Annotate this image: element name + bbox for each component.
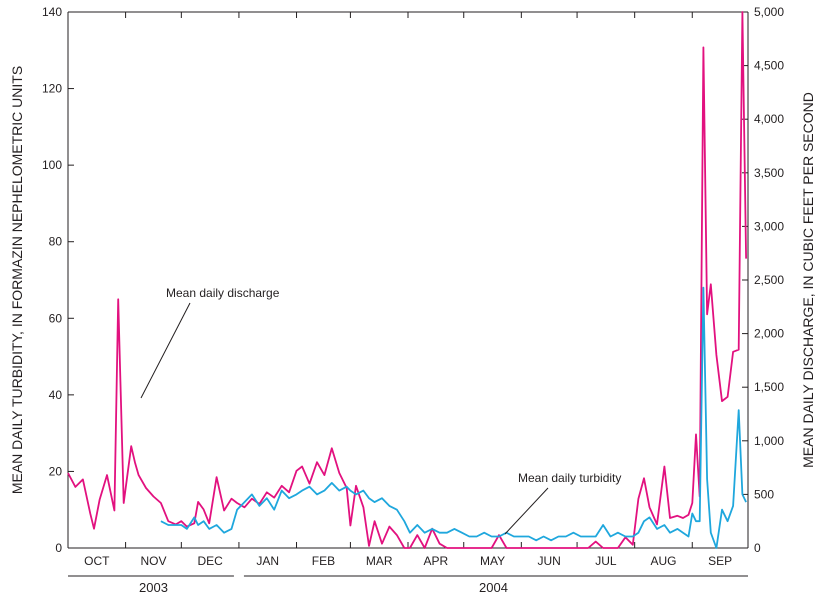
annotation-turbidity-leader <box>504 487 549 535</box>
y-left-axis-title: MEAN DAILY TURBIDITY, IN FORMAZIN NEPHEL… <box>9 66 25 494</box>
x-month-label: FEB <box>312 554 335 568</box>
x-month-label: JAN <box>256 554 279 568</box>
x-month-label: DEC <box>197 554 223 568</box>
y-right-tick-label: 5,000 <box>754 5 784 19</box>
y-left-tick-label: 60 <box>49 311 63 325</box>
y-left-tick-label: 40 <box>49 388 63 402</box>
x-month-label: JUN <box>538 554 561 568</box>
y-left-tick-label: 0 <box>55 541 62 555</box>
y-right-axis-title: MEAN DAILY DISCHARGE, IN CUBIC FEET PER … <box>800 92 816 468</box>
y-right-tick-label: 0 <box>754 541 761 555</box>
y-right-tick-label: 1,500 <box>754 380 784 394</box>
x-month-label: AUG <box>650 554 676 568</box>
x-month-label: NOV <box>140 554 166 568</box>
y-left-tick-label: 80 <box>49 235 63 249</box>
turbidity-series-line <box>160 286 747 549</box>
x-month-label: OCT <box>84 554 110 568</box>
y-left-tick-label: 140 <box>42 5 62 19</box>
y-right-tick-label: 2,500 <box>754 273 784 287</box>
y-right-tick-label: 3,500 <box>754 166 784 180</box>
x-month-label: MAY <box>480 554 505 568</box>
year-label-2003: 2003 <box>139 580 168 595</box>
x-month-label: MAR <box>366 554 393 568</box>
y-left-tick-label: 120 <box>42 82 62 96</box>
annotation-discharge-leader <box>140 302 191 399</box>
y-left-tick-label: 20 <box>49 464 63 478</box>
y-left-tick-label: 100 <box>42 158 62 172</box>
y-right-tick-label: 500 <box>754 487 774 501</box>
y-right-tick-label: 3,000 <box>754 219 784 233</box>
y-right-tick-label: 4,500 <box>754 59 784 73</box>
x-month-label: JUL <box>595 554 617 568</box>
x-month-label: SEP <box>708 554 732 568</box>
y-right-tick-label: 1,000 <box>754 434 784 448</box>
y-right-tick-label: 4,000 <box>754 112 784 126</box>
annotation-turbidity: Mean daily turbidity <box>518 471 621 485</box>
year-label-2004: 2004 <box>479 580 508 595</box>
discharge-series-line <box>67 11 747 549</box>
x-month-label: APR <box>424 554 449 568</box>
y-right-tick-label: 2,000 <box>754 327 784 341</box>
annotation-discharge: Mean daily discharge <box>166 286 280 300</box>
